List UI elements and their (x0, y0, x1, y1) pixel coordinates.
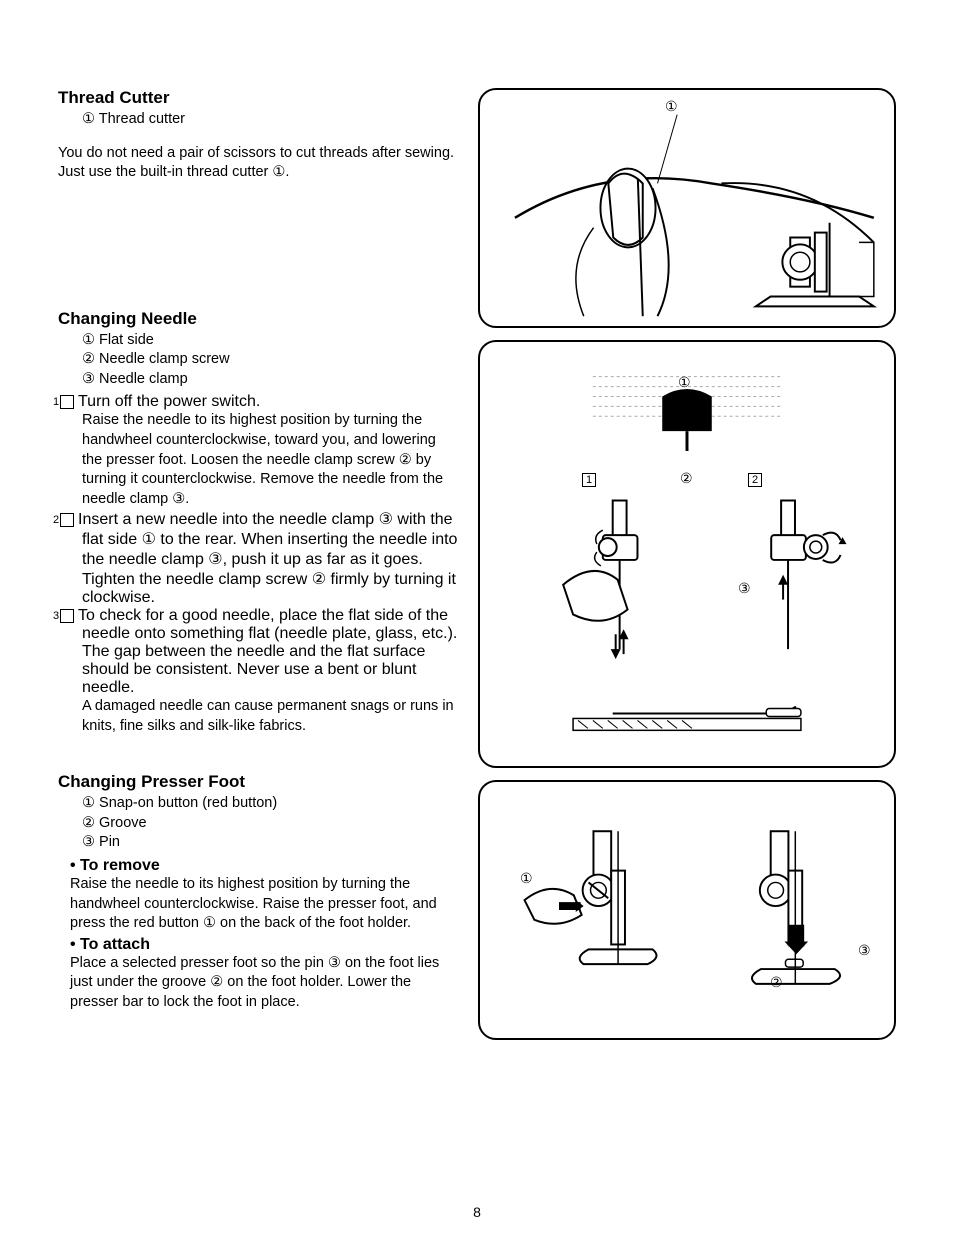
fig3-label3: ③ (858, 942, 871, 959)
fig2-label3: ③ (738, 580, 751, 597)
heading-changing-needle: Changing Needle (58, 309, 458, 329)
attach-body: Place a selected presser foot so the pin… (58, 954, 458, 1013)
figure-changing-needle: ① 1 ② 2 ③ (478, 340, 896, 768)
cn-step2-body: Insert a new needle into the needle clam… (78, 511, 457, 606)
cn-step1-body: Raise the needle to its highest position… (58, 411, 458, 509)
right-column: ① (478, 88, 896, 1040)
cn-step3-body: To check for a good needle, place the fl… (78, 607, 457, 696)
left-column: Thread Cutter ① Thread cutter You do not… (58, 88, 458, 1040)
section-changing-presser-foot: Changing Presser Foot ① Snap-on button (… (58, 772, 458, 1012)
cn-step2: 2 Insert a new needle into the needle cla… (58, 509, 458, 607)
changing-needle-illustration (480, 342, 894, 766)
thread-cutter-illustration (480, 90, 894, 326)
cpf-item1: ① Snap-on button (red button) (82, 794, 458, 814)
fig1-label1: ① (665, 98, 678, 115)
cn-step3-extra: A damaged needle can cause permanent sna… (58, 697, 458, 736)
cn-step1-lead: Turn off the power switch. (78, 393, 260, 410)
tc-item1: ① Thread cutter (82, 110, 458, 130)
cn-item3: ③ Needle clamp (82, 370, 458, 390)
heading-changing-presser-foot: Changing Presser Foot (58, 772, 458, 792)
remove-body: Raise the needle to its highest position… (58, 875, 458, 934)
cpf-item3: ③ Pin (82, 833, 458, 853)
step-box-2: 2 (60, 513, 74, 527)
figure-changing-presser-foot: ① ② ③ (478, 780, 896, 1040)
figure-thread-cutter: ① (478, 88, 896, 328)
cn-item1: ① Flat side (82, 331, 458, 351)
step-box-1: 1 (60, 395, 74, 409)
fig2-label1: ① (678, 374, 691, 391)
step-box-3: 3 (60, 609, 74, 623)
cn-step3: 3 To check for a good needle, place the f… (58, 607, 458, 697)
fig2-label2: ② (680, 470, 693, 487)
fig2-box1: 1 (582, 473, 596, 487)
section-changing-needle: Changing Needle ① Flat side ② Needle cla… (58, 309, 458, 737)
cn-step1: 1 Turn off the power switch. (58, 393, 458, 411)
fig2-box2: 2 (748, 473, 762, 487)
attach-heading: • To attach (58, 936, 458, 954)
remove-heading: • To remove (58, 857, 458, 875)
cn-item2: ② Needle clamp screw (82, 350, 458, 370)
fig3-label2: ② (770, 974, 783, 991)
page-number: 8 (0, 1204, 954, 1220)
section-thread-cutter: Thread Cutter ① Thread cutter You do not… (58, 88, 458, 183)
presser-foot-illustration (480, 782, 894, 1038)
tc-body: You do not need a pair of scissors to cu… (58, 144, 458, 183)
heading-thread-cutter: Thread Cutter (58, 88, 458, 108)
fig3-label1: ① (520, 870, 533, 887)
cpf-item2: ② Groove (82, 814, 458, 834)
